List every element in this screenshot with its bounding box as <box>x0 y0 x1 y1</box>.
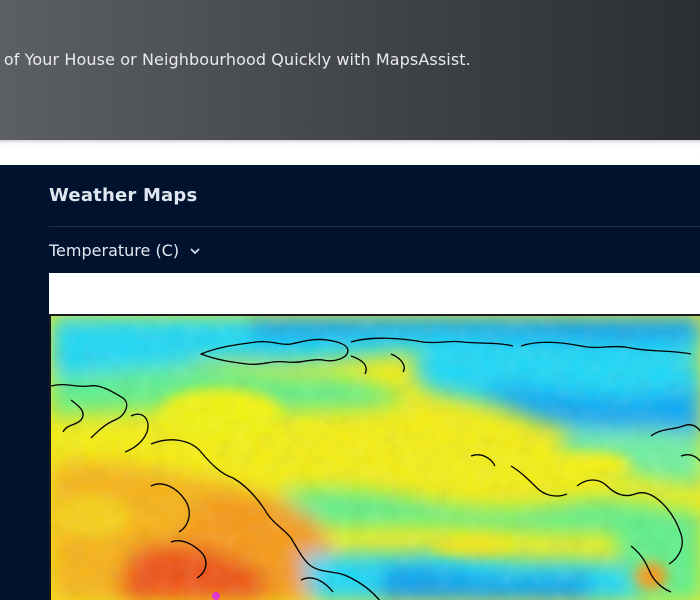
weather-map-container[interactable] <box>49 273 700 600</box>
hero-banner: r of Your House or Neighbourhood Quickly… <box>0 0 700 140</box>
hero-tagline: r of Your House or Neighbourhood Quickly… <box>0 50 471 69</box>
section-gap <box>0 140 700 165</box>
panel-title: Weather Maps <box>49 185 198 206</box>
map-type-selected-label: Temperature (C) <box>49 241 180 260</box>
weather-maps-panel: Weather Maps Temperature (C) <box>0 165 700 600</box>
temperature-map-image[interactable] <box>49 314 700 600</box>
divider <box>49 226 700 227</box>
map-type-dropdown[interactable]: Temperature (C) <box>49 241 201 260</box>
map-header-strip <box>49 273 700 314</box>
chevron-down-icon <box>189 245 201 257</box>
